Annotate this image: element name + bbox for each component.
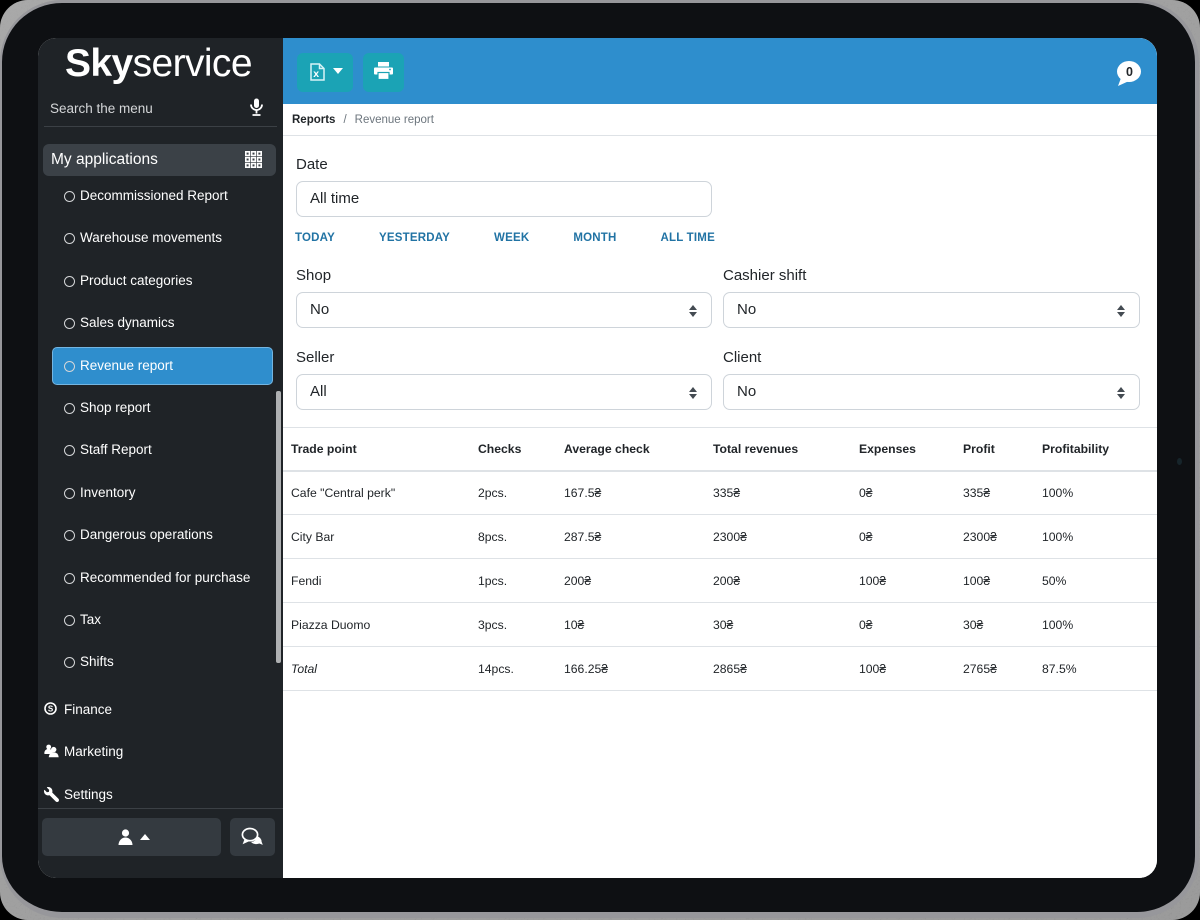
svg-text:S: S xyxy=(48,705,54,714)
svg-text:0: 0 xyxy=(1126,65,1133,79)
svg-text:x: x xyxy=(313,68,319,80)
